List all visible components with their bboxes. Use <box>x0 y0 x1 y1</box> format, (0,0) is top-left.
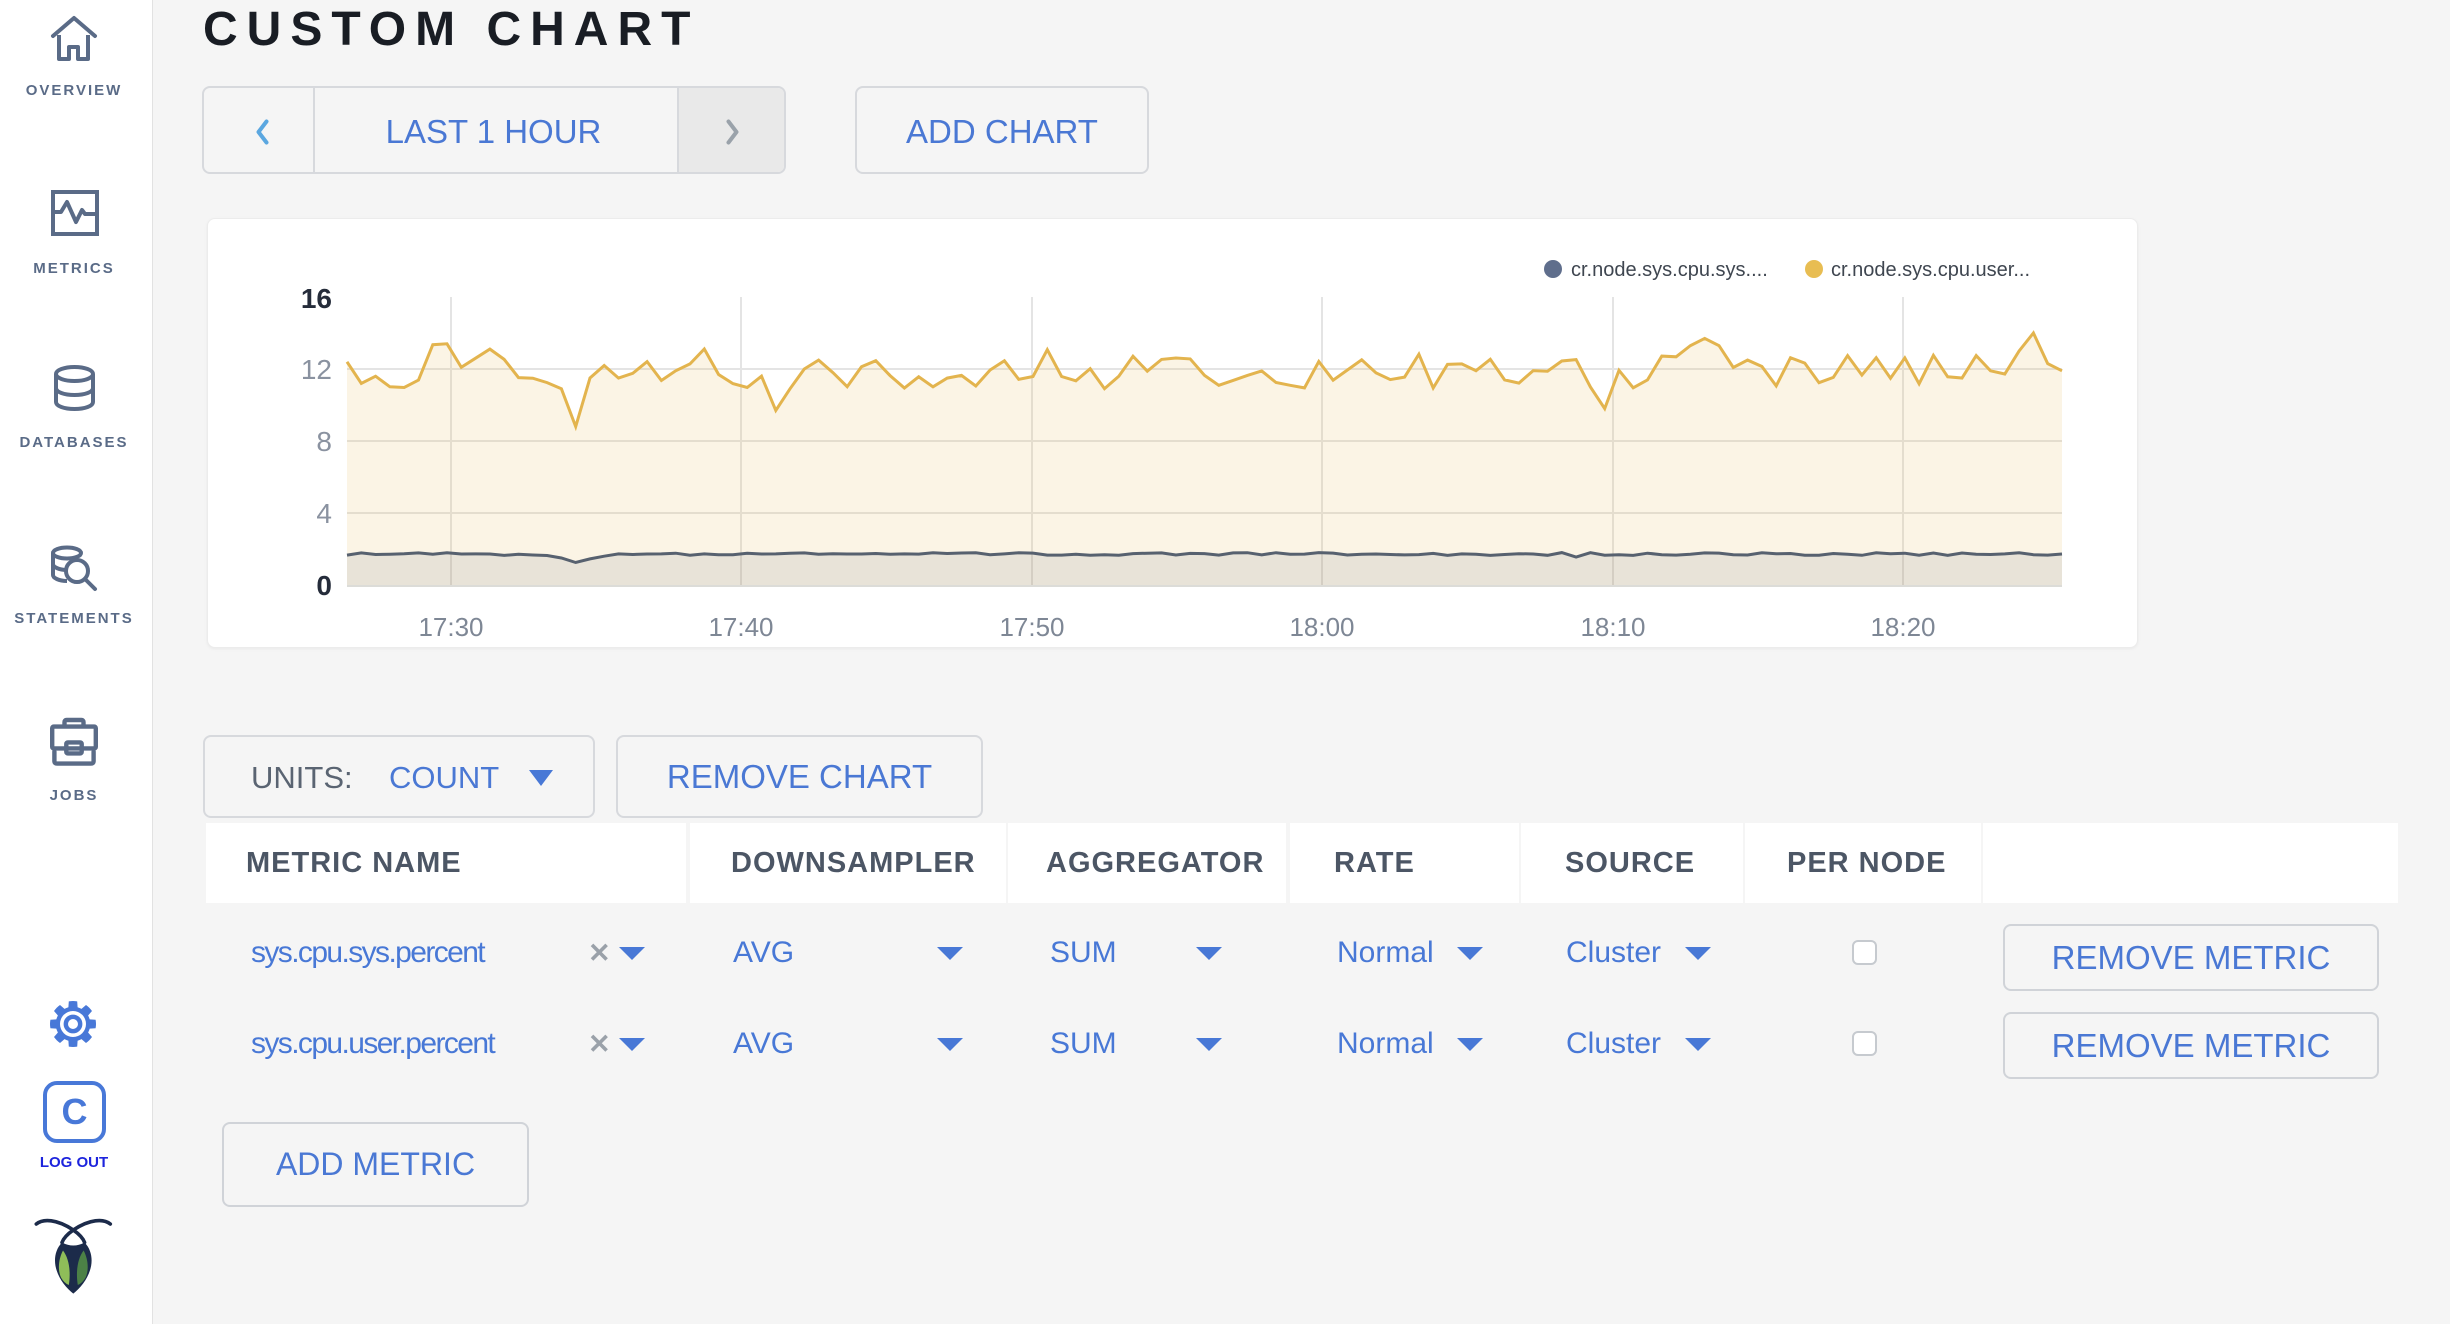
svg-text:8: 8 <box>316 426 332 457</box>
svg-text:18:20: 18:20 <box>1870 612 1935 642</box>
svg-text:12: 12 <box>301 354 332 385</box>
svg-text:cr.node.sys.cpu.user...: cr.node.sys.cpu.user... <box>1831 259 2030 281</box>
svg-text:0: 0 <box>316 570 332 601</box>
svg-text:17:50: 17:50 <box>999 612 1064 642</box>
svg-text:18:00: 18:00 <box>1289 612 1354 642</box>
svg-text:4: 4 <box>316 498 332 529</box>
svg-text:17:30: 17:30 <box>418 612 483 642</box>
svg-text:18:10: 18:10 <box>1580 612 1645 642</box>
svg-text:16: 16 <box>301 283 332 314</box>
svg-text:cr.node.sys.cpu.sys....: cr.node.sys.cpu.sys.... <box>1571 259 1768 281</box>
svg-text:17:40: 17:40 <box>708 612 773 642</box>
